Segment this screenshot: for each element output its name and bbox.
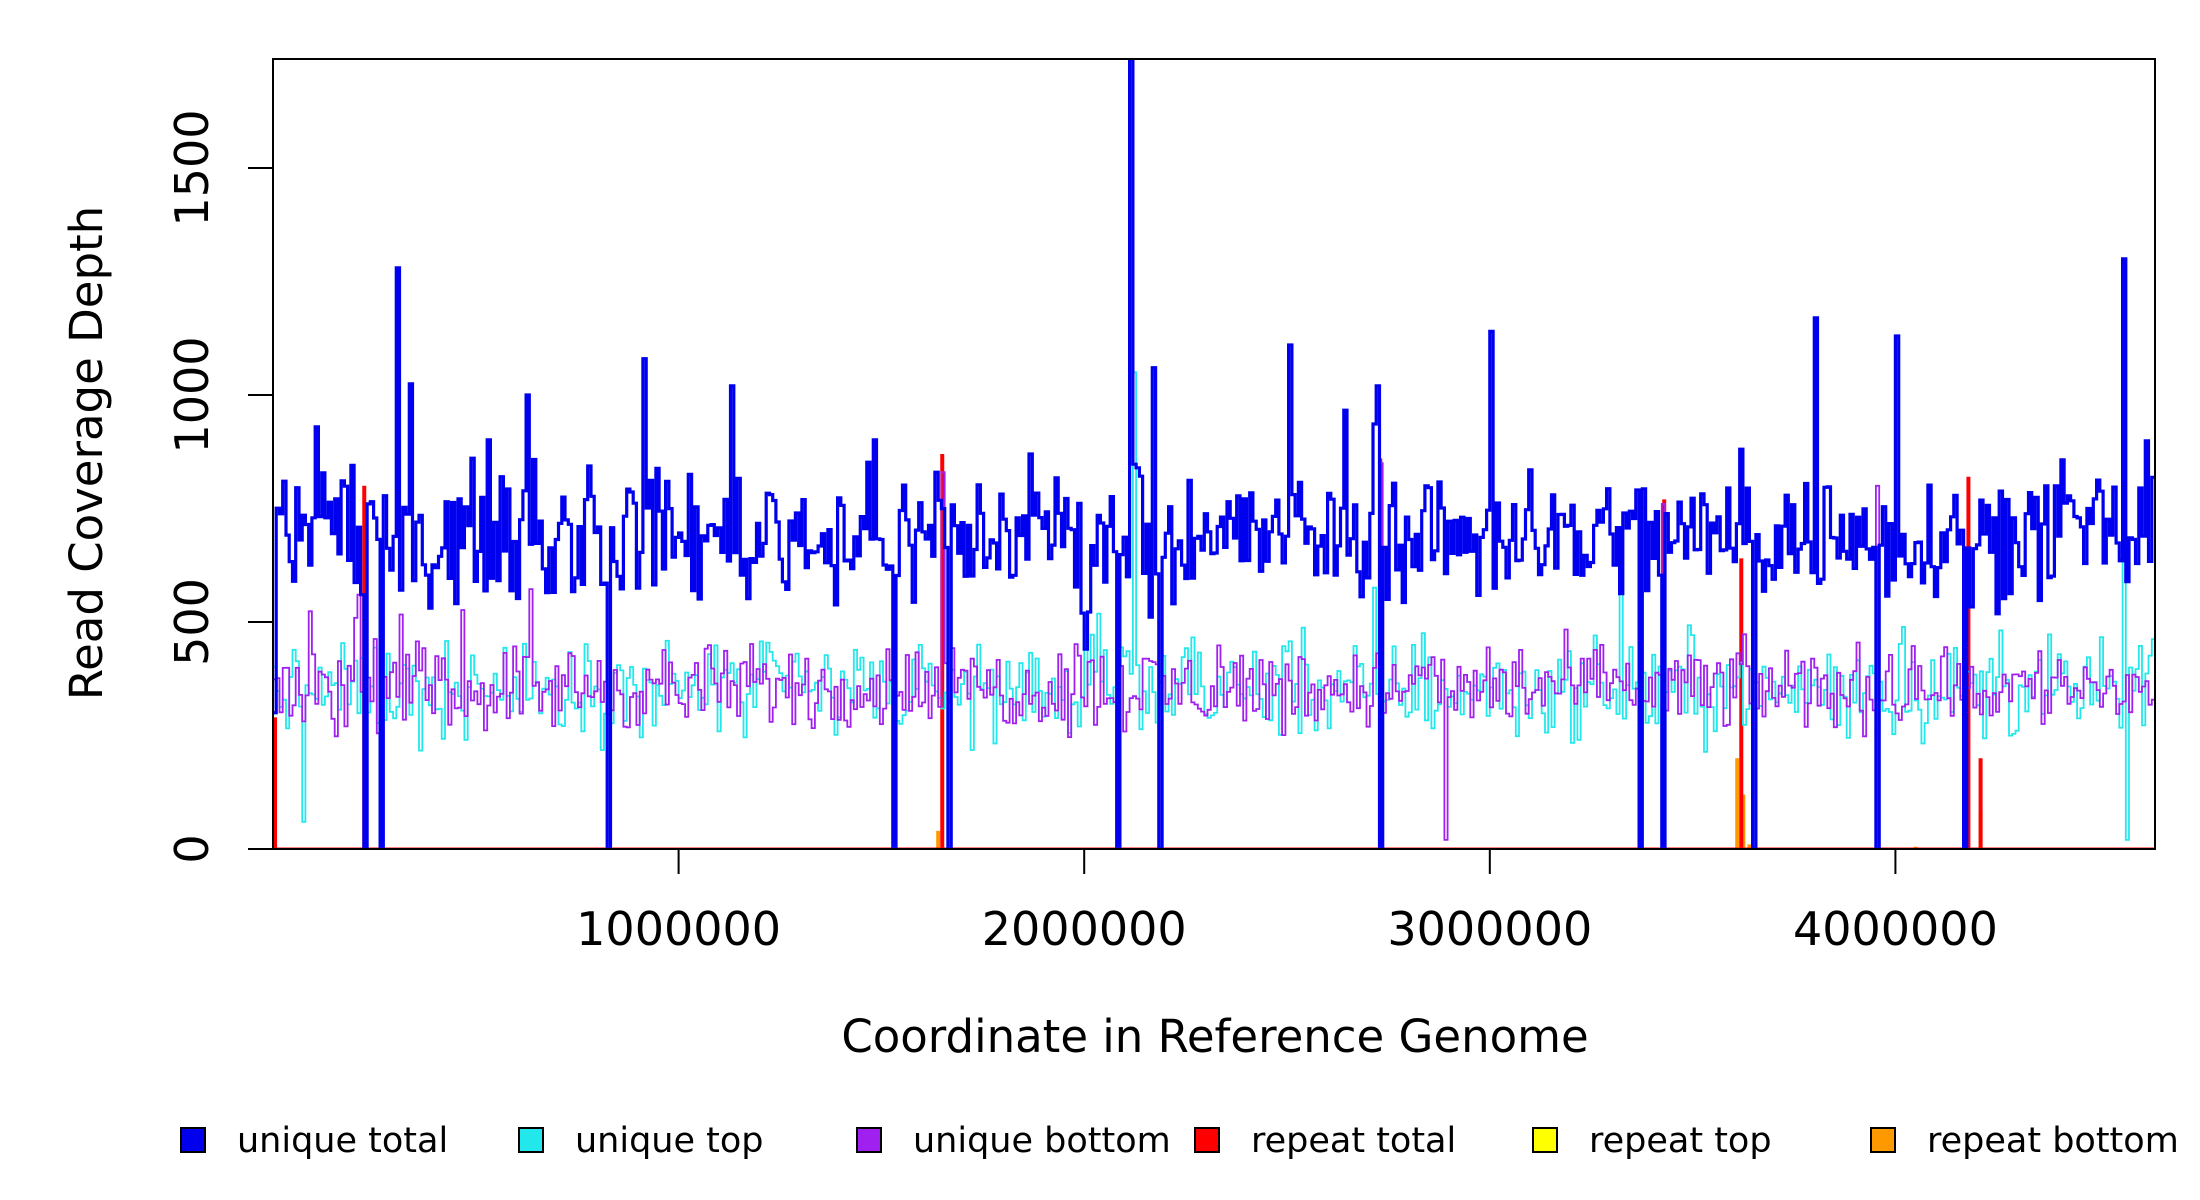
- series-line: [273, 371, 2155, 841]
- legend-swatch: [518, 1127, 544, 1153]
- legend-swatch: [1870, 1127, 1896, 1153]
- legend-item-unique-top: unique top: [518, 1121, 764, 1161]
- y-tick-label: 0: [165, 834, 219, 863]
- legend-label: unique total: [237, 1121, 448, 1161]
- x-axis-title: Coordinate in Reference Genome: [841, 1010, 1588, 1063]
- plot-frame: [272, 58, 2156, 850]
- series-line: [273, 462, 2155, 841]
- legend: unique total unique top unique bottom repea…: [180, 1121, 2179, 1161]
- legend-label: unique bottom: [913, 1121, 1171, 1161]
- legend-label: repeat bottom: [1927, 1121, 2179, 1161]
- y-tick-label: 1500: [165, 109, 219, 226]
- y-axis: 0 500 1000 1500: [165, 109, 273, 864]
- legend-swatch: [1194, 1127, 1220, 1153]
- x-tick-label: 1000000: [576, 902, 781, 956]
- y-tick-label: 1000: [165, 336, 219, 453]
- x-tick-label: 4000000: [1793, 902, 1998, 956]
- legend-item-repeat-total: repeat total: [1194, 1121, 1456, 1161]
- legend-item-repeat-top: repeat top: [1532, 1121, 1772, 1161]
- legend-item-repeat-bottom: repeat bottom: [1870, 1121, 2179, 1161]
- series-layer: [273, 59, 2155, 849]
- legend-item-unique-bottom: unique bottom: [856, 1121, 1171, 1161]
- legend-swatch: [180, 1127, 206, 1153]
- series-unique-top: [273, 371, 2155, 841]
- series-unique-total: [273, 59, 2155, 849]
- x-tick-label: 3000000: [1387, 902, 1592, 956]
- x-tick-label: 2000000: [982, 902, 1187, 956]
- y-axis-title: Read Coverage Depth: [60, 206, 113, 700]
- legend-swatch: [856, 1127, 882, 1153]
- x-axis: 1000000 2000000 3000000 4000000: [576, 849, 1998, 956]
- legend-label: repeat total: [1251, 1121, 1456, 1161]
- legend-label: repeat top: [1589, 1121, 1772, 1161]
- series-unique-bottom: [273, 462, 2155, 841]
- legend-swatch: [1532, 1127, 1558, 1153]
- legend-item-unique-total: unique total: [180, 1121, 448, 1161]
- legend-label: unique top: [575, 1121, 764, 1161]
- series-line: [273, 59, 2155, 849]
- y-tick-label: 500: [165, 578, 219, 666]
- series-repeat-total: [273, 454, 2155, 849]
- series-repeat-bottom: [273, 758, 2155, 849]
